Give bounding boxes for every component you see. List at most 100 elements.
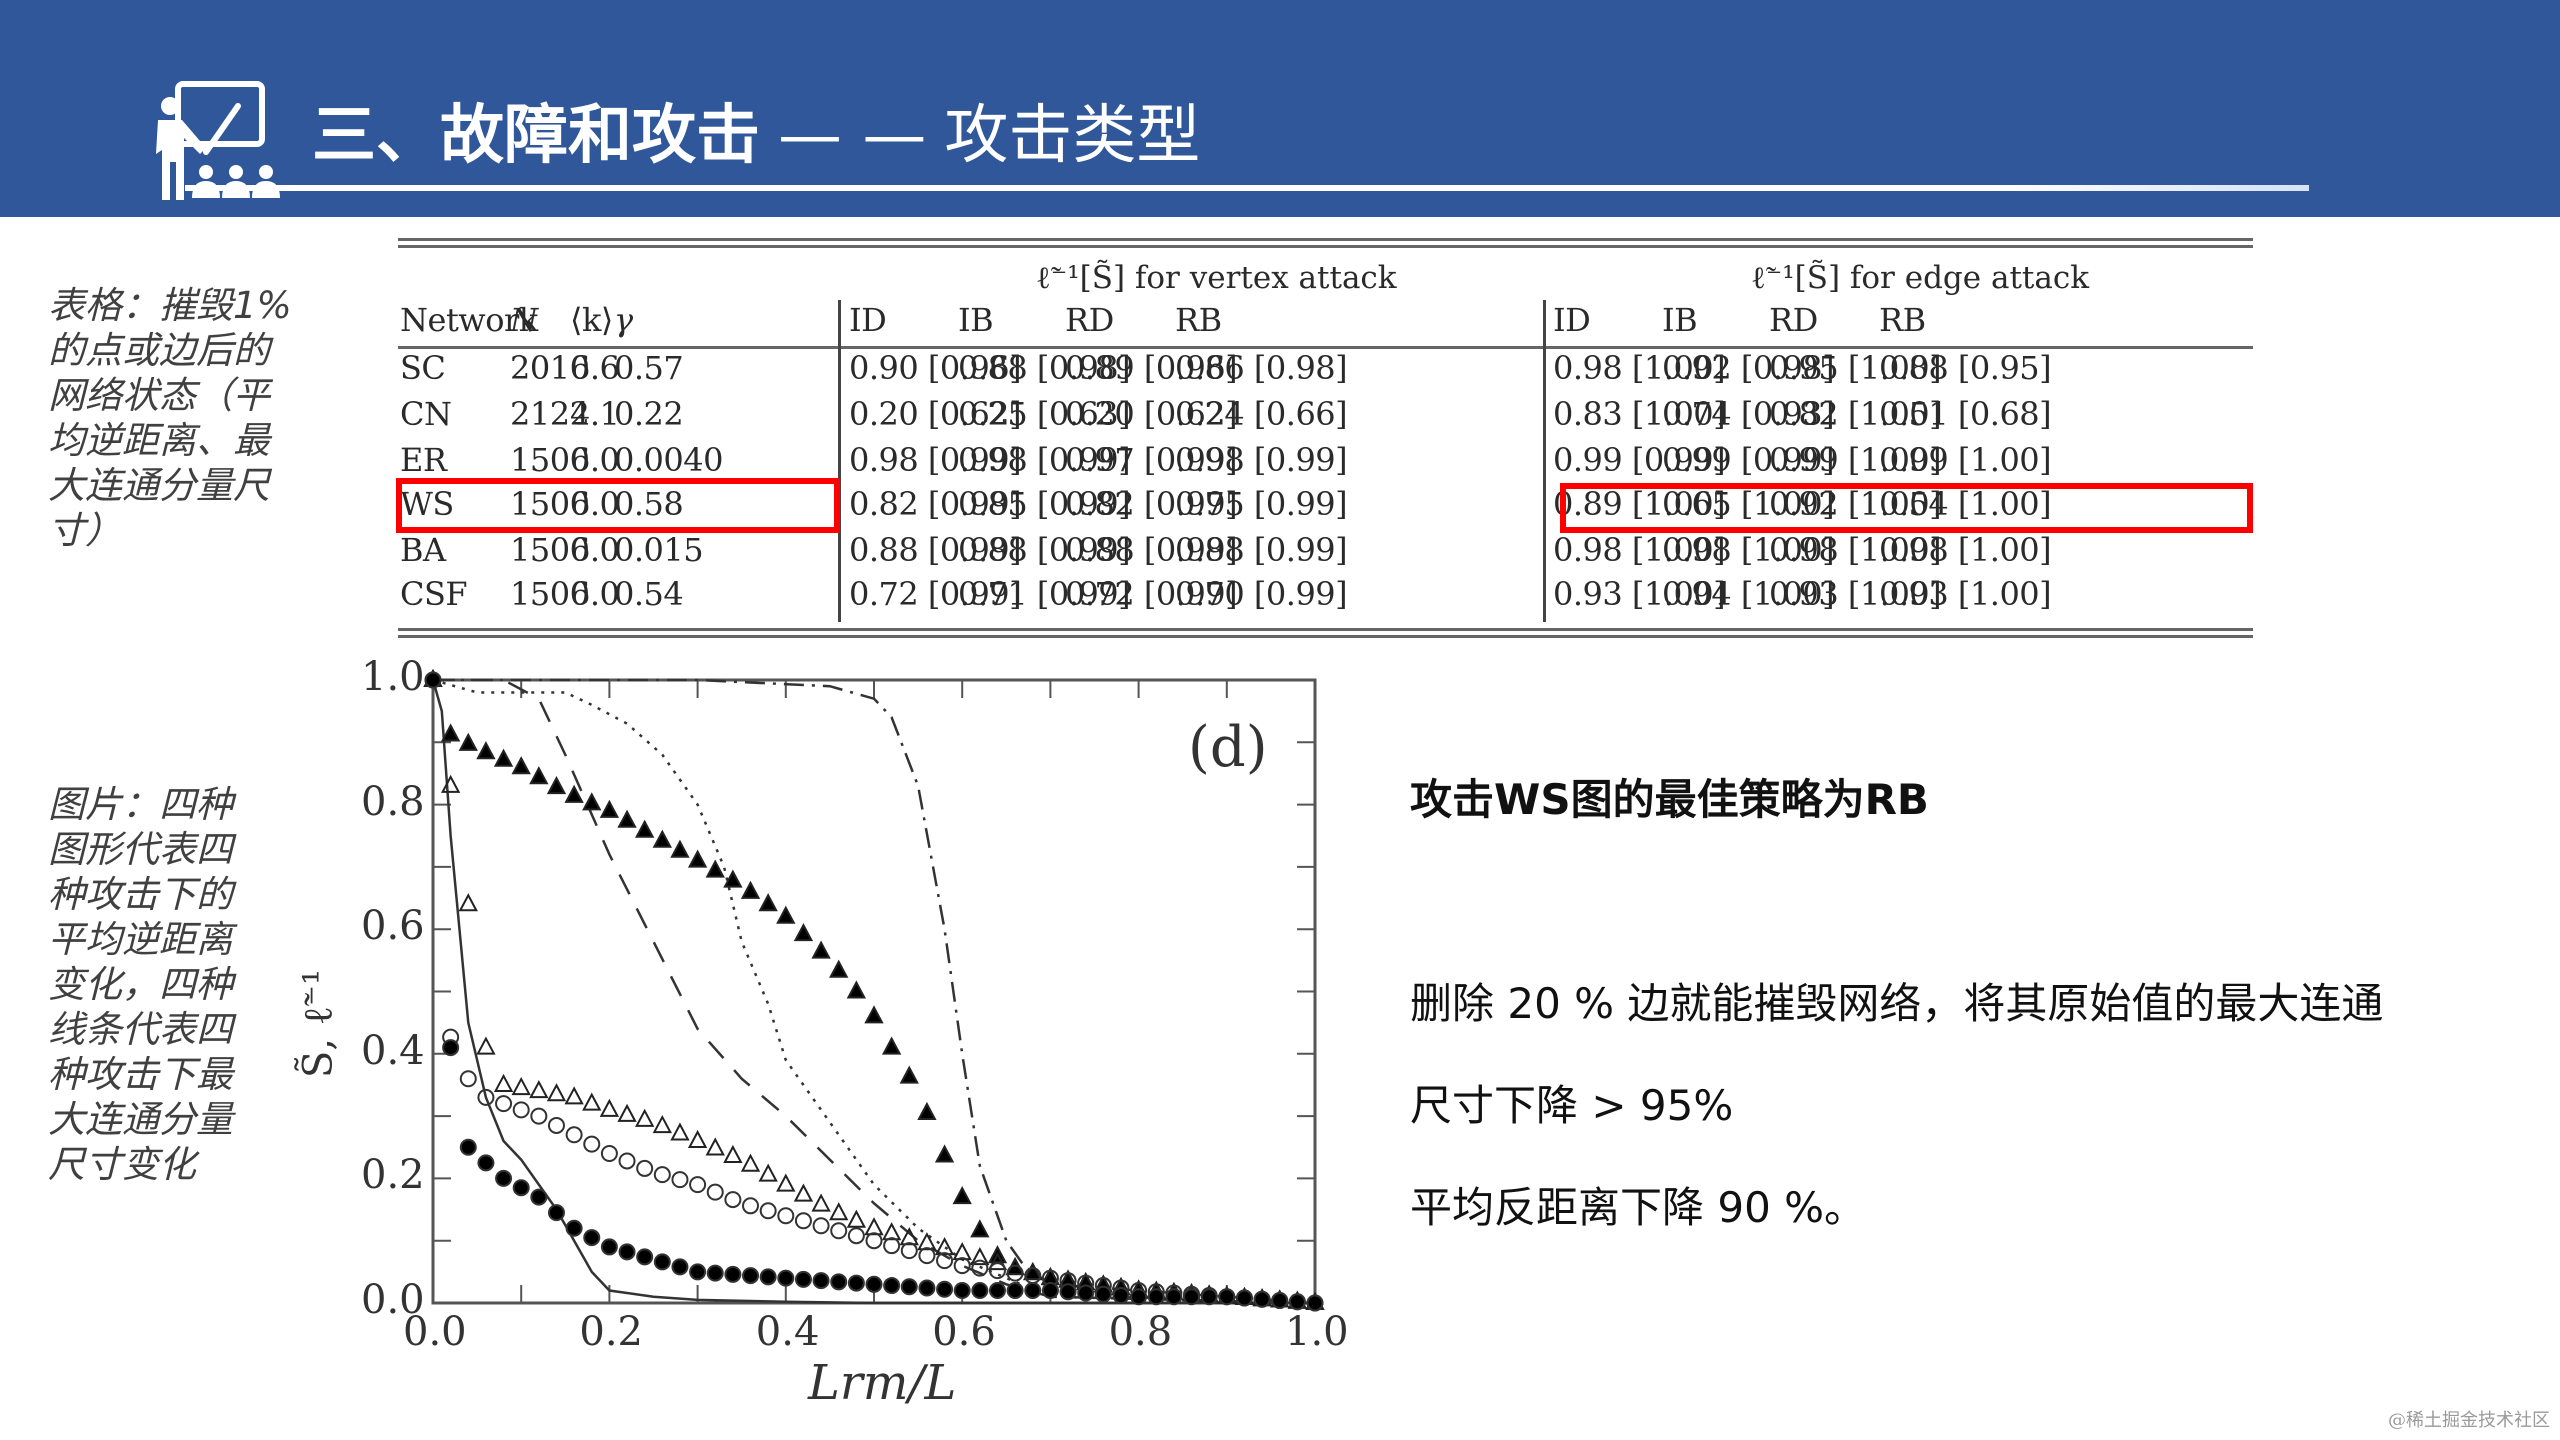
data-marker [529,766,549,785]
data-marker [881,1036,902,1055]
data-marker [917,1232,937,1251]
table-cell: 0.88 [0.98] [958,349,1131,387]
data-marker [635,819,655,838]
data-marker [971,1282,989,1300]
data-marker [476,741,496,760]
data-marker [582,1092,602,1111]
data-marker [1235,1289,1253,1307]
data-marker [1111,1276,1131,1296]
title-main: 三、故障和攻击 [312,99,760,173]
data-marker [493,748,514,767]
data-marker [1077,1274,1095,1292]
table-cell: 0.88 [0.99] [1065,531,1238,569]
y-tick-label: 0.0 [361,1277,425,1323]
data-marker [1306,1294,1324,1312]
data-marker [617,1103,637,1122]
row-network-name: BA [400,531,446,569]
header-underline [185,185,2309,191]
data-marker [830,1273,848,1291]
data-marker [635,1108,655,1127]
y-tick-label: 0.4 [361,1027,425,1074]
table-cell: 0.82 [0.99] [1065,485,1238,523]
data-marker [564,784,584,803]
data-marker [618,1152,636,1170]
column-header: ⟨k⟩ [570,301,613,339]
data-marker [918,1247,936,1265]
table-cell: 0.98 [0.99] [1175,441,1348,479]
data-marker [1093,1274,1113,1293]
data-marker [1288,1293,1306,1311]
table-cell: 1500 [510,441,590,479]
data-marker [1200,1288,1218,1306]
data-marker [1287,1290,1308,1309]
title-sub: 攻击类型 [944,99,1201,173]
data-marker [706,1264,724,1282]
data-marker [1128,1279,1149,1298]
data-marker [1218,1288,1236,1306]
row-network-name: ER [400,441,447,479]
data-marker [458,732,478,751]
data-marker [865,1275,883,1293]
table-cell: 0.82 [0.99] [849,485,1022,523]
data-marker [742,1197,760,1215]
data-marker [1112,1279,1130,1297]
data-marker [1199,1284,1219,1303]
data-marker [1164,1281,1184,1301]
data-marker [723,1144,743,1163]
data-marker [706,1183,724,1201]
data-marker [724,1191,742,1209]
column-divider-vertex [838,300,841,622]
y-tick-label: 0.2 [361,1152,425,1199]
data-marker [1146,1280,1166,1299]
data-marker [970,1219,990,1238]
data-marker [687,849,708,868]
data-marker [740,880,761,899]
highlight-box-ws-edge-attack [1560,483,2253,533]
conclusion-heading: 攻击WS图的最佳策略为RB [1410,775,1929,824]
table-cell: 0.24 [0.66] [1175,395,1348,433]
table-cell: 0.88 [0.99] [1175,531,1348,569]
data-marker [440,723,461,742]
data-marker [477,1154,495,1172]
column-header: RB [1175,301,1222,339]
data-marker [1164,1281,1184,1301]
data-marker [918,1279,936,1297]
x-axis-label: Lrm/L [808,1355,957,1411]
x-tick-label: 0.6 [932,1309,996,1355]
data-marker [934,1144,955,1163]
data-marker [1040,1266,1061,1286]
data-marker [758,1163,778,1182]
data-marker [1094,1277,1112,1295]
vertex-attack-group-header: ℓ̃⁻¹[S̃] for vertex attack [1036,260,1397,296]
data-marker [724,1265,742,1283]
table-cell: 0.88 [0.99] [958,531,1131,569]
data-marker [1287,1290,1308,1309]
column-header: Network [400,301,538,339]
table-cell: 0.70 [0.99] [1175,575,1348,613]
data-marker [424,671,442,689]
data-marker [565,1126,583,1144]
curve-dotted [432,678,1316,1305]
column-header: RD [1065,301,1114,339]
column-header: N [510,301,538,339]
table-cell: 0.98 [0.99] [849,441,1022,479]
data-marker [495,1169,513,1187]
data-marker [511,1076,531,1096]
data-marker [917,1101,937,1120]
page-title: 三、故障和攻击 — — 攻击类型 [312,96,1200,176]
data-marker [988,1262,1006,1280]
data-marker [1130,1288,1148,1306]
plot-frame [431,678,1317,1305]
table-cell: 0.58 [614,485,684,523]
data-marker [583,1229,601,1247]
table-cell: 0.99 [1.00] [1879,441,2052,479]
data-marker [1288,1293,1306,1311]
data-marker [1253,1290,1271,1308]
data-marker [495,1095,513,1113]
data-marker [759,1268,777,1286]
data-marker [653,1166,671,1184]
conclusion-line-2: 尺寸下降 > 95% [1410,1081,1734,1130]
data-marker [459,1138,477,1156]
data-marker [847,1227,865,1245]
data-marker [1252,1288,1272,1307]
